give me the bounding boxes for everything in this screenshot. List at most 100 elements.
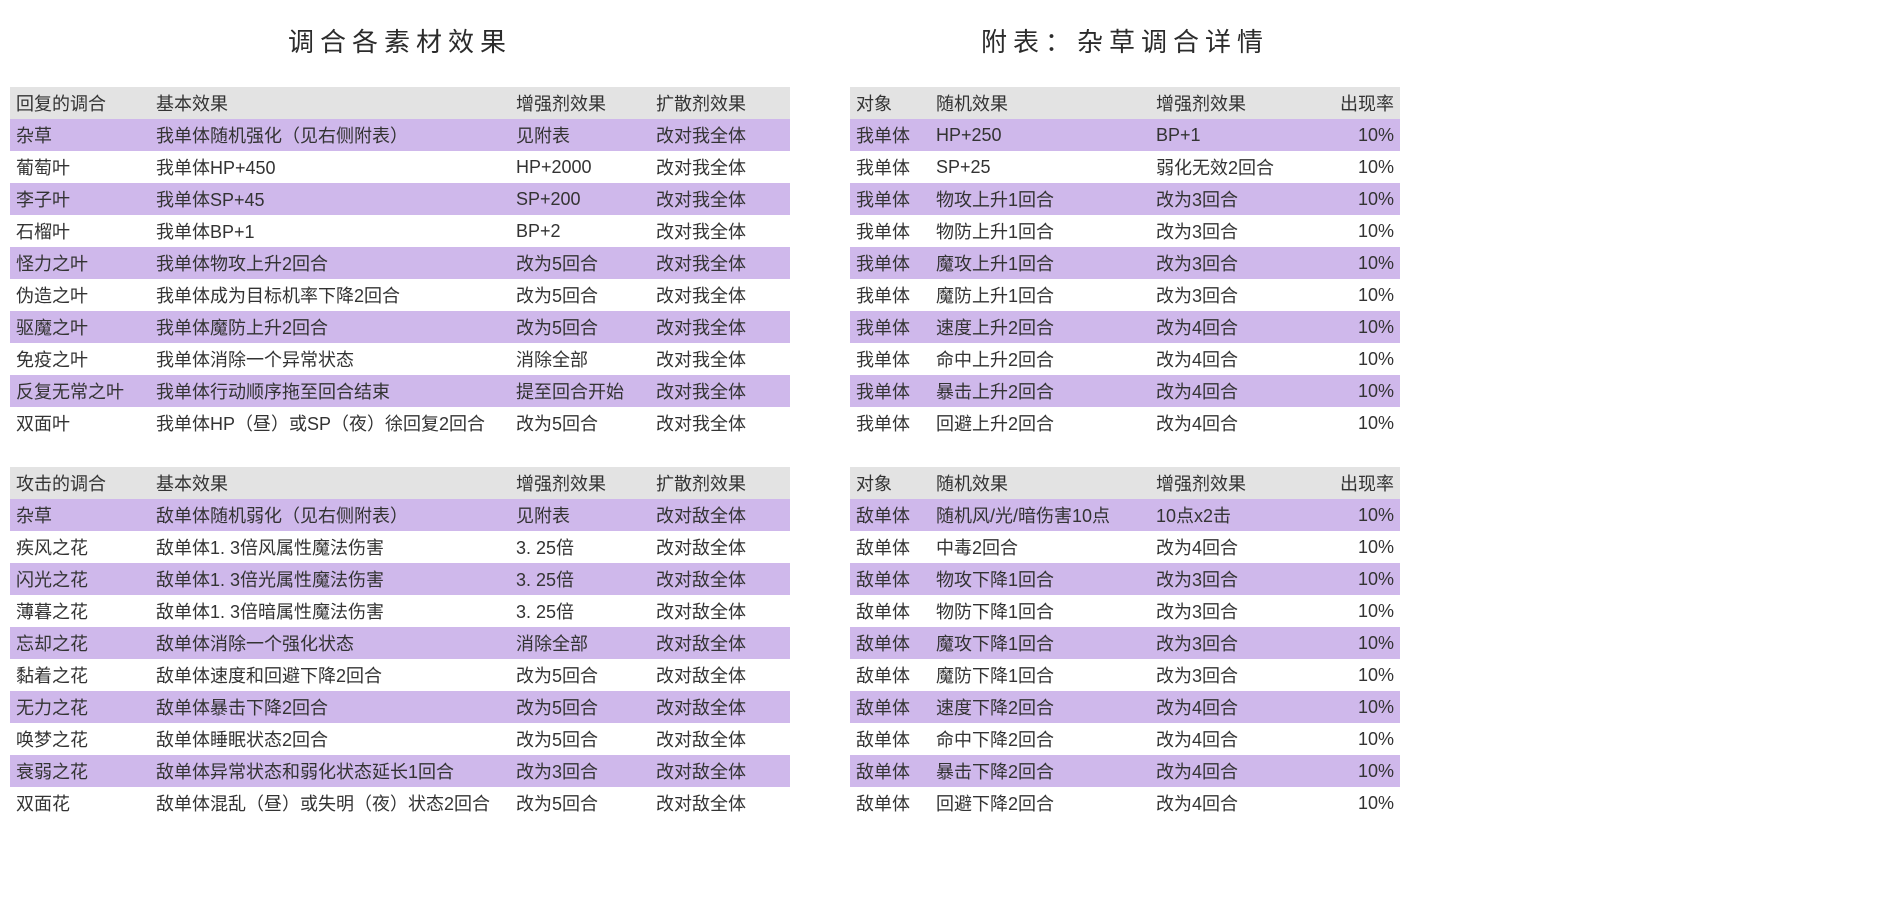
- table-cell: 改为5回合: [510, 787, 650, 819]
- table-cell: 我单体: [850, 343, 930, 375]
- table-cell: 敌单体异常状态和弱化状态延长1回合: [150, 755, 510, 787]
- table-cell: 反复无常之叶: [10, 375, 150, 407]
- table-cell: 速度上升2回合: [930, 311, 1150, 343]
- table-cell: 改为5回合: [510, 691, 650, 723]
- table-cell: 见附表: [510, 119, 650, 151]
- table-cell: 随机风/光/暗伤害10点: [930, 499, 1150, 531]
- table-cell: 中毒2回合: [930, 531, 1150, 563]
- table-cell: 怪力之叶: [10, 247, 150, 279]
- table-row: 双面叶我单体HP（昼）或SP（夜）徐回复2回合改为5回合改对我全体: [10, 407, 790, 439]
- table-cell: 改对我全体: [650, 183, 790, 215]
- table-cell: 10%: [1310, 215, 1400, 247]
- table-cell: 我单体: [850, 311, 930, 343]
- table-cell: 物攻下降1回合: [930, 563, 1150, 595]
- table-cell: 消除全部: [510, 627, 650, 659]
- table-cell: 我单体物攻上升2回合: [150, 247, 510, 279]
- table-cell: 我单体: [850, 407, 930, 439]
- table-row: 敌单体暴击下降2回合改为4回合10%: [850, 755, 1400, 787]
- table-row: 我单体物防上升1回合改为3回合10%: [850, 215, 1400, 247]
- table-cell: 10%: [1310, 119, 1400, 151]
- right-title: 附表：杂草调合详情: [850, 22, 1400, 59]
- table-cell: SP+25: [930, 151, 1150, 183]
- table-cell: 魔防上升1回合: [930, 279, 1150, 311]
- table-cell: 唤梦之花: [10, 723, 150, 755]
- table-cell: 改对我全体: [650, 247, 790, 279]
- table-cell: 改对敌全体: [650, 531, 790, 563]
- table-cell: 敌单体: [850, 563, 930, 595]
- right-column: 附表：杂草调合详情 对象随机效果增强剂效果出现率我单体HP+250BP+110%…: [850, 10, 1400, 847]
- table-cell: 10%: [1310, 375, 1400, 407]
- table-row: 我单体HP+250BP+110%: [850, 119, 1400, 151]
- table-cell: 敌单体: [850, 627, 930, 659]
- table-cell: 10%: [1310, 499, 1400, 531]
- table-cell: 敌单体速度和回避下降2回合: [150, 659, 510, 691]
- table-cell: 暴击下降2回合: [930, 755, 1150, 787]
- table-cell: 我单体: [850, 215, 930, 247]
- table-cell: 敌单体: [850, 723, 930, 755]
- table-cell: 10%: [1310, 183, 1400, 215]
- table-header: 增强剂效果: [510, 467, 650, 499]
- table-cell: 10%: [1310, 311, 1400, 343]
- table-row: 我单体魔攻上升1回合改为3回合10%: [850, 247, 1400, 279]
- table-row: 我单体物攻上升1回合改为3回合10%: [850, 183, 1400, 215]
- table-cell: 弱化无效2回合: [1150, 151, 1310, 183]
- table-row: 敌单体回避下降2回合改为4回合10%: [850, 787, 1400, 819]
- table-cell: 改为4回合: [1150, 407, 1310, 439]
- table-cell: 改对敌全体: [650, 755, 790, 787]
- table-cell: 改为5回合: [510, 311, 650, 343]
- table-cell: 10%: [1310, 247, 1400, 279]
- table-row: 闪光之花敌单体1. 3倍光属性魔法伤害3. 25倍改对敌全体: [10, 563, 790, 595]
- table-cell: 改对敌全体: [650, 691, 790, 723]
- table-cell: SP+200: [510, 183, 650, 215]
- left-table-attack: 攻击的调合基本效果增强剂效果扩散剂效果杂草敌单体随机弱化（见右侧附表）见附表改对…: [10, 467, 790, 819]
- table-row: 忘却之花敌单体消除一个强化状态消除全部改对敌全体: [10, 627, 790, 659]
- table-cell: 改为4回合: [1150, 375, 1310, 407]
- table-cell: 10%: [1310, 659, 1400, 691]
- table-cell: 改对敌全体: [650, 787, 790, 819]
- table-cell: 改对敌全体: [650, 499, 790, 531]
- table-row: 敌单体速度下降2回合改为4回合10%: [850, 691, 1400, 723]
- table-cell: 伪造之叶: [10, 279, 150, 311]
- table-cell: 回避上升2回合: [930, 407, 1150, 439]
- table-cell: 敌单体暴击下降2回合: [150, 691, 510, 723]
- table-row: 唤梦之花敌单体睡眠状态2回合改为5回合改对敌全体: [10, 723, 790, 755]
- table-cell: 忘却之花: [10, 627, 150, 659]
- table-cell: 闪光之花: [10, 563, 150, 595]
- table-cell: 敌单体: [850, 691, 930, 723]
- table-cell: 黏着之花: [10, 659, 150, 691]
- table-row: 我单体魔防上升1回合改为3回合10%: [850, 279, 1400, 311]
- table-row: 薄暮之花敌单体1. 3倍暗属性魔法伤害3. 25倍改对敌全体: [10, 595, 790, 627]
- table-row: 伪造之叶我单体成为目标机率下降2回合改为5回合改对我全体: [10, 279, 790, 311]
- table-header: 增强剂效果: [1150, 467, 1310, 499]
- table-cell: 我单体HP（昼）或SP（夜）徐回复2回合: [150, 407, 510, 439]
- table-cell: 我单体: [850, 183, 930, 215]
- table-cell: 石榴叶: [10, 215, 150, 247]
- table-cell: 物防上升1回合: [930, 215, 1150, 247]
- table-cell: BP+2: [510, 215, 650, 247]
- left-table-recovery: 回复的调合基本效果增强剂效果扩散剂效果杂草我单体随机强化（见右侧附表）见附表改对…: [10, 87, 790, 439]
- table-header: 增强剂效果: [1150, 87, 1310, 119]
- table-cell: 10%: [1310, 407, 1400, 439]
- table-row: 免疫之叶我单体消除一个异常状态消除全部改对我全体: [10, 343, 790, 375]
- table-cell: 驱魔之叶: [10, 311, 150, 343]
- table-header: 对象: [850, 467, 930, 499]
- table-cell: 10%: [1310, 563, 1400, 595]
- table-cell: 我单体成为目标机率下降2回合: [150, 279, 510, 311]
- table-cell: 敌单体1. 3倍风属性魔法伤害: [150, 531, 510, 563]
- table-cell: HP+250: [930, 119, 1150, 151]
- table-cell: 改为5回合: [510, 407, 650, 439]
- table-header: 基本效果: [150, 467, 510, 499]
- table-row: 怪力之叶我单体物攻上升2回合改为5回合改对我全体: [10, 247, 790, 279]
- table-cell: 疾风之花: [10, 531, 150, 563]
- table-cell: 改为5回合: [510, 279, 650, 311]
- table-cell: 敌单体混乱（昼）或失明（夜）状态2回合: [150, 787, 510, 819]
- table-cell: 敌单体: [850, 595, 930, 627]
- table-cell: 无力之花: [10, 691, 150, 723]
- table-row: 敌单体魔攻下降1回合改为3回合10%: [850, 627, 1400, 659]
- table-cell: 改为3回合: [1150, 563, 1310, 595]
- table-cell: 改对敌全体: [650, 723, 790, 755]
- table-cell: 敌单体1. 3倍暗属性魔法伤害: [150, 595, 510, 627]
- table-cell: 改为3回合: [1150, 247, 1310, 279]
- table-cell: 我单体魔防上升2回合: [150, 311, 510, 343]
- table-row: 杂草敌单体随机弱化（见右侧附表）见附表改对敌全体: [10, 499, 790, 531]
